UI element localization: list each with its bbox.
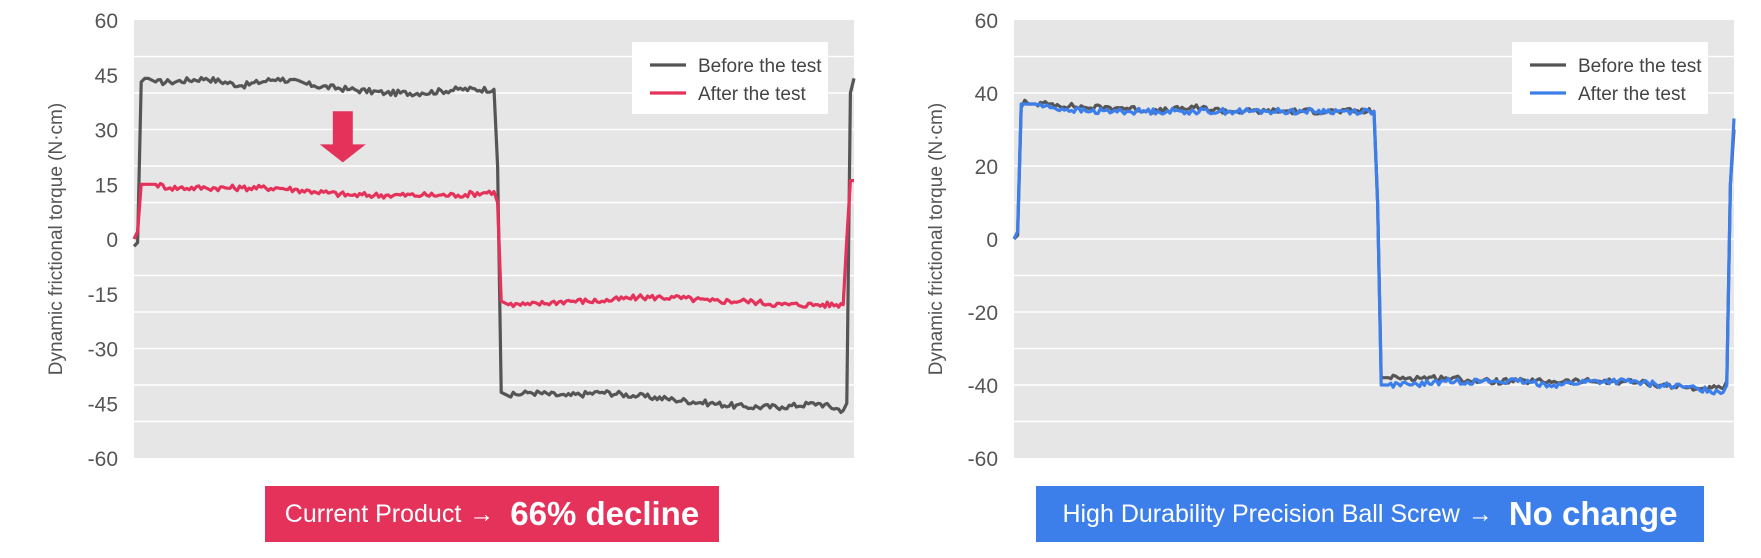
legend-label: After the test xyxy=(698,84,806,105)
y-tick-label: 60 xyxy=(975,10,998,33)
chart-high-durability: 60 40 20 0 -20 -40 -60 Dynamic frictional torqu… xyxy=(926,10,1736,471)
caption-arrow: → xyxy=(469,499,495,528)
y-tick-label: 0 xyxy=(106,229,118,252)
y-tick-label: 60 xyxy=(95,10,118,33)
caption-current-product: Current Product → 66% decline xyxy=(265,486,719,542)
caption-text: Current Product xyxy=(284,499,462,528)
y-tick-label: -60 xyxy=(88,448,118,471)
caption-emphasis: No change xyxy=(1508,495,1678,532)
legend-box xyxy=(632,42,828,114)
legend-label: Before the test xyxy=(698,56,822,77)
y-tick-label: -60 xyxy=(968,448,998,471)
legend-label: After the test xyxy=(1578,84,1686,105)
y-tick-label: -45 xyxy=(88,393,118,416)
y-tick-label: 30 xyxy=(95,120,118,143)
y-tick-label: -20 xyxy=(968,302,998,325)
decline-arrow-icon xyxy=(319,111,366,163)
y-tick-label: 15 xyxy=(95,174,118,197)
legend: Before the test After the test xyxy=(632,42,828,114)
legend-box xyxy=(1512,42,1708,114)
caption-text: High Durability Precision Ball Screw xyxy=(1062,499,1460,528)
series-line-after-test xyxy=(132,179,854,309)
legend-label: Before the test xyxy=(1578,56,1702,77)
chart-current-product: 60 45 30 15 0 -15 -30 -45 -60 Dynamic frictional … xyxy=(46,10,856,471)
y-tick-label: 0 xyxy=(986,229,998,252)
y-tick-label: 45 xyxy=(95,65,118,88)
y-tick-label: 20 xyxy=(975,156,998,179)
caption-emphasis: 66% decline xyxy=(510,495,700,532)
series-line-after-test xyxy=(1012,102,1736,396)
chart-panel-current-product: 60 45 30 15 0 -15 -30 -45 -60 Dynamic frictional … xyxy=(0,0,880,558)
caption-high-durability: High Durability Precision Ball Screw → N… xyxy=(1036,486,1704,542)
y-tick-label: 40 xyxy=(975,83,998,106)
y-tick-label: -15 xyxy=(88,284,118,307)
caption-arrow: → xyxy=(1467,499,1493,528)
legend: Before the test After the test xyxy=(1512,42,1708,114)
series-line-before-test xyxy=(132,76,856,414)
y-axis-label: Dynamic frictional torque (N·cm) xyxy=(46,103,67,375)
chart-panel-high-durability: 60 40 20 0 -20 -40 -60 Dynamic frictional torqu… xyxy=(880,0,1761,558)
y-tick-label: -30 xyxy=(88,339,118,362)
y-tick-label: -40 xyxy=(968,375,998,398)
y-axis-label: Dynamic frictional torque (N·cm) xyxy=(926,103,947,375)
